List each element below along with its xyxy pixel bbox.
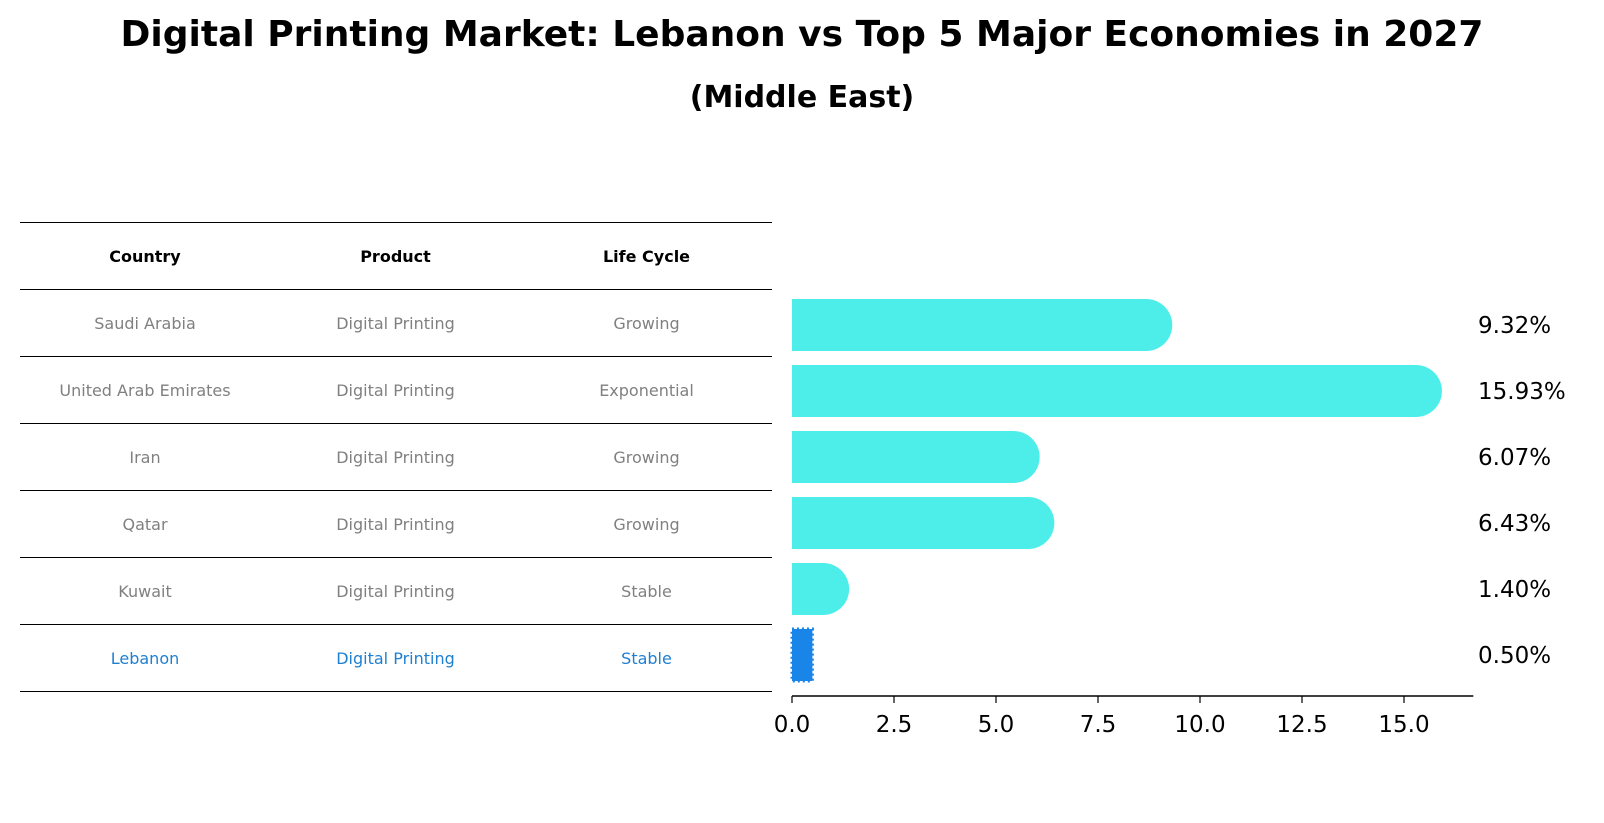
cell-product: Digital Printing (270, 557, 521, 625)
cell-life-cycle: Growing (521, 423, 772, 491)
cell-country: United Arab Emirates (20, 356, 270, 424)
value-label: 6.07% (1478, 445, 1551, 471)
bar-lebanon (790, 627, 814, 683)
value-label: 9.32% (1478, 313, 1551, 339)
cell-product: Digital Printing (270, 490, 521, 558)
cell-life-cycle: Exponential (521, 356, 772, 424)
x-tick-label: 10.0 (1174, 712, 1225, 738)
value-label: 1.40% (1478, 577, 1551, 603)
x-tick-label: 15.0 (1378, 712, 1429, 738)
bar-iran (792, 431, 1040, 483)
value-label: 6.43% (1478, 511, 1551, 537)
cell-life-cycle: Growing (521, 490, 772, 558)
cell-country: Lebanon (20, 624, 270, 692)
header-product: Product (270, 222, 521, 290)
cell-country: Qatar (20, 490, 270, 558)
cell-life-cycle: Growing (521, 289, 772, 357)
chart-title: Digital Printing Market: Lebanon vs Top … (120, 14, 1484, 55)
cell-life-cycle: Stable (521, 624, 772, 692)
table-row: Kuwait Digital Printing Stable (20, 557, 772, 625)
header-country: Country (20, 222, 270, 290)
table-header-row: Country Product Life Cycle (20, 222, 772, 290)
x-tick-label: 2.5 (876, 712, 913, 738)
cell-product: Digital Printing (270, 423, 521, 491)
x-tick-label: 5.0 (978, 712, 1015, 738)
table-row: Saudi Arabia Digital Printing Growing (20, 289, 772, 357)
value-label: 15.93% (1478, 379, 1566, 405)
table-row: Iran Digital Printing Growing (20, 423, 772, 491)
value-label: 0.50% (1478, 643, 1551, 669)
x-tick-label: 0.0 (774, 712, 811, 738)
cell-country: Kuwait (20, 557, 270, 625)
x-tick-label: 12.5 (1276, 712, 1327, 738)
table-row: United Arab Emirates Digital Printing Ex… (20, 356, 772, 424)
chart-subtitle: (Middle East) (689, 80, 915, 115)
cell-country: Iran (20, 423, 270, 491)
bar-qatar (792, 497, 1055, 549)
x-tick-label: 7.5 (1080, 712, 1117, 738)
bar-saudi-arabia (792, 299, 1173, 351)
cell-product: Digital Printing (270, 289, 521, 357)
bar-united-arab-emirates (792, 365, 1442, 417)
table-row: Qatar Digital Printing Growing (20, 490, 772, 558)
cell-product: Digital Printing (270, 624, 521, 692)
table-row-highlighted: Lebanon Digital Printing Stable (20, 624, 772, 692)
bar-kuwait (792, 563, 850, 615)
info-table: Country Product Life Cycle Saudi Arabia … (20, 222, 772, 692)
header-life-cycle: Life Cycle (521, 222, 772, 290)
cell-product: Digital Printing (270, 356, 521, 424)
cell-country: Saudi Arabia (20, 289, 270, 357)
cell-life-cycle: Stable (521, 557, 772, 625)
